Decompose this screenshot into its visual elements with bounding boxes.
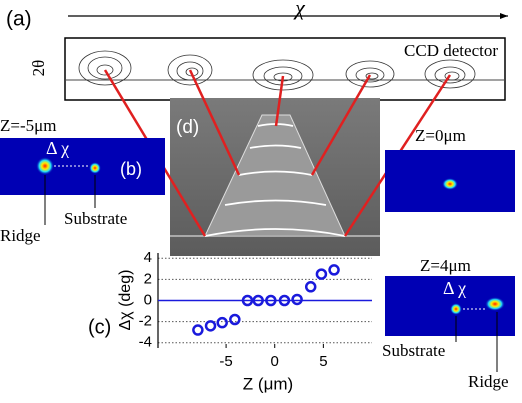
panel-label: (d) xyxy=(176,117,199,138)
detector-label: CCD detector xyxy=(404,41,498,60)
panel-label: (c) xyxy=(88,316,111,338)
substrate-spot xyxy=(89,162,101,174)
z-label: Z=0μm xyxy=(415,126,466,145)
y-axis-label: Δχ (deg) xyxy=(117,270,134,331)
x-tick-label: -5 xyxy=(219,353,232,370)
panel-label: (b) xyxy=(120,159,142,179)
substrate-label: Substrate xyxy=(382,341,445,360)
substrate-label: Substrate xyxy=(64,209,127,228)
point xyxy=(293,295,302,304)
z-label: Z=4μm xyxy=(420,256,471,275)
arrow-head xyxy=(500,13,508,19)
point xyxy=(330,265,339,274)
y-tick-label: 2 xyxy=(144,270,152,287)
y-tick-label: -2 xyxy=(139,313,152,330)
point xyxy=(206,321,215,330)
y-tick-label: 4 xyxy=(144,249,152,266)
chi-label: χ xyxy=(293,0,306,20)
y-tick-label: -4 xyxy=(139,334,152,351)
point xyxy=(317,270,326,279)
panel-label: (a) xyxy=(6,8,32,31)
point xyxy=(218,318,227,327)
ridge-label: Ridge xyxy=(0,226,41,245)
x-tick-label: 0 xyxy=(271,353,279,370)
figure: (a) χ 2θ CCD detector (d) Z=-5μm Δ χ (b)… xyxy=(0,0,522,403)
y-tick-label: 0 xyxy=(144,291,152,308)
point xyxy=(230,315,239,324)
delta-label: Δ χ xyxy=(443,278,466,298)
x-tick-label: 5 xyxy=(319,353,327,370)
ridge-label: Ridge xyxy=(468,372,509,391)
two-theta-label: 2θ xyxy=(29,60,48,77)
point xyxy=(193,326,202,335)
delta-label: Δ χ xyxy=(46,138,69,158)
z-label: Z=-5μm xyxy=(0,116,56,135)
point xyxy=(306,282,315,291)
ridge-spot xyxy=(36,157,54,175)
plot: 4 2 0 -2 -4 -5 0 5 xyxy=(139,249,372,370)
ridge-spot xyxy=(485,297,505,311)
substrate-spot xyxy=(450,303,462,315)
spot xyxy=(442,178,458,190)
x-axis-label: Z (μm) xyxy=(243,374,293,393)
